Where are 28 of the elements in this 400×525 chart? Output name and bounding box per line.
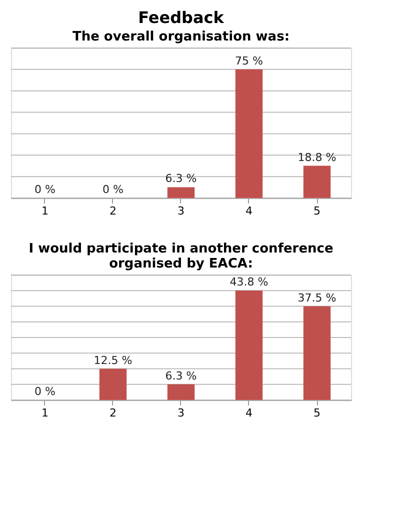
- bar: [303, 306, 331, 400]
- data-label: 6.3 %: [165, 172, 197, 186]
- chart-title: The overall organisation was:: [72, 30, 290, 44]
- data-label: 0 %: [34, 183, 56, 196]
- bar: [99, 368, 127, 400]
- x-tick-label: 3: [178, 406, 184, 420]
- x-tick-label: 4: [246, 406, 252, 420]
- data-label: 6.3 %: [165, 369, 197, 382]
- x-tick-label: 2: [110, 204, 116, 218]
- x-tick-label: 5: [314, 204, 320, 218]
- text: Feedback: [138, 8, 224, 27]
- text: I would participate in another conference: [28, 242, 334, 256]
- data-label: 75 %: [235, 54, 263, 68]
- text: organised by EACA:: [109, 256, 253, 272]
- x-tick-label: 5: [314, 406, 320, 420]
- data-label: 18.8 %: [298, 150, 336, 164]
- x-tick-label: 3: [178, 204, 184, 218]
- x-tick-label: 2: [110, 406, 116, 420]
- data-label: 43.8 %: [230, 276, 268, 288]
- data-label: 0 %: [102, 183, 124, 196]
- data-label: 12.5 %: [94, 354, 132, 367]
- x-tick-label: 1: [42, 406, 48, 420]
- data-label: 37.5 %: [298, 291, 336, 304]
- bar: [235, 290, 263, 400]
- bar: [167, 384, 195, 400]
- x-tick-label: 4: [246, 204, 252, 218]
- data-label: 0 %: [34, 385, 56, 398]
- x-tick-label: 1: [42, 204, 48, 218]
